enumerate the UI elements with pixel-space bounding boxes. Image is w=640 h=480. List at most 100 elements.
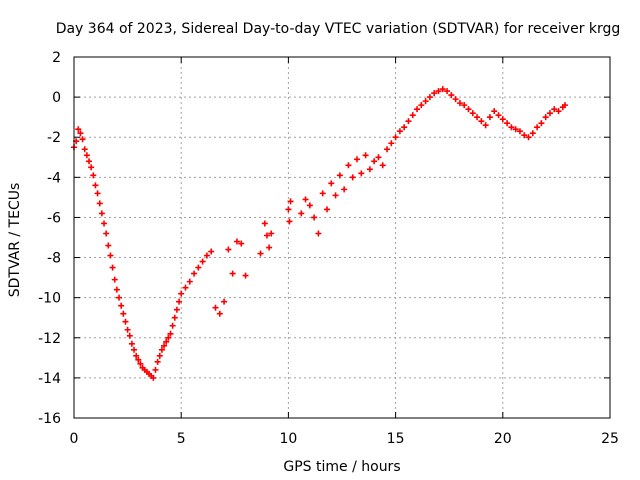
data-point [120,310,127,317]
data-point [426,94,433,101]
data-point [465,106,472,113]
data-point [379,162,386,169]
data-point [107,252,114,259]
data-point [456,100,463,107]
data-point [105,242,112,249]
data-point [150,374,157,381]
y-tick-label: -2 [47,130,61,146]
data-point [152,366,159,373]
data-point [469,110,476,117]
data-point [388,140,395,147]
data-point [126,332,133,339]
data-point [491,108,498,115]
data-point [328,180,335,187]
x-tick-label: 0 [70,431,79,447]
data-point [135,356,142,363]
data-point [354,156,361,163]
data-point [191,270,198,277]
data-point [242,272,249,279]
data-point [94,190,101,197]
data-point [167,330,174,337]
data-point [323,206,330,213]
data-point [208,248,215,255]
data-point [444,88,451,95]
data-point [561,102,568,109]
data-point [165,334,172,341]
data-point [75,126,82,133]
data-point [86,158,93,165]
y-axis-label: SDTVAR / TECUs [7,183,23,298]
data-point [203,252,210,259]
data-point [186,278,193,285]
data-point [486,114,493,121]
data-point [266,244,273,251]
data-point [358,170,365,177]
data-point [371,158,378,165]
data-point [88,164,95,171]
data-point [103,230,110,237]
data-point [435,88,442,95]
data-point [131,346,138,353]
data-point [306,202,313,209]
data-point [137,360,144,367]
data-point [178,290,185,297]
y-tick-label: 2 [52,50,61,66]
axis-ticks [73,56,611,419]
data-point [261,220,268,227]
data-point [461,102,468,109]
data-point [263,232,270,239]
data-point [111,276,118,283]
data-point [546,110,553,117]
y-tick-label: -8 [47,251,61,267]
data-point [349,174,356,181]
y-tick-label: -14 [38,371,61,387]
data-point [154,358,161,365]
data-point [109,264,116,271]
data-point [499,116,506,123]
data-point [83,152,90,159]
data-point [538,120,545,127]
data-point [176,298,183,305]
data-point [315,230,322,237]
data-point [90,172,97,179]
data-point [116,294,123,301]
y-tick-label: -16 [38,411,61,427]
data-point [478,118,485,125]
data-point [396,128,403,135]
data-point [512,126,519,133]
data-point [319,190,326,197]
x-tick-labels: 0 5 10 15 20 25 [70,431,619,447]
data-point [298,210,305,217]
data-point [158,346,165,353]
data-point [439,86,446,93]
data-point [418,102,425,109]
data-point [287,198,294,205]
data-point [551,106,558,113]
data-point [96,200,103,207]
data-point [101,220,108,227]
data-point [405,118,412,125]
data-point [448,92,455,99]
y-tick-label: -10 [38,291,61,307]
data-point [171,314,178,321]
data-point [92,182,99,189]
data-point [221,298,228,305]
data-point [118,302,125,309]
data-point [495,112,502,119]
data-point [345,162,352,169]
data-point [341,186,348,193]
data-point [169,322,176,329]
data-point [81,146,88,153]
data-point [113,286,120,293]
data-point [302,196,309,203]
data-point [362,152,369,159]
data-point [216,310,223,317]
data-point [238,240,245,247]
data-point [521,132,528,139]
data-point [199,258,206,265]
data-point [156,352,163,359]
data-point [229,270,236,277]
data-point [98,210,105,217]
